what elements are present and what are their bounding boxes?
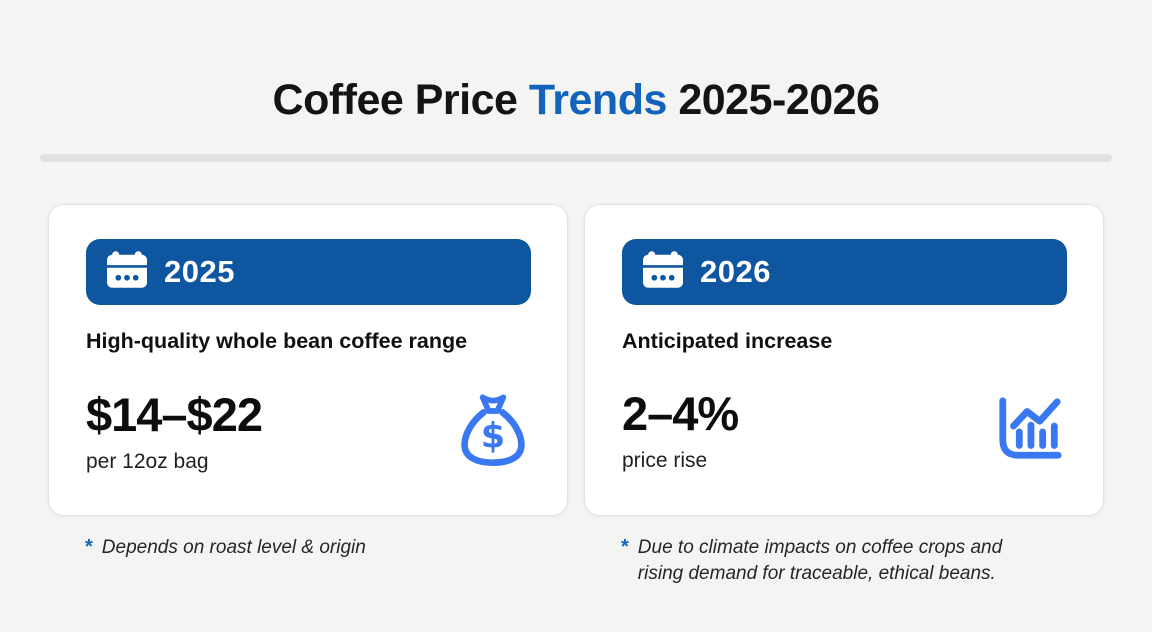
footnote-text: Due to climate impacts on coffee crops a… (637, 537, 1003, 585)
title-divider (40, 154, 1112, 163)
year-label: 2026 (700, 254, 771, 290)
stat-block: 2–4% price rise (622, 387, 739, 473)
calendar-icon (107, 251, 147, 293)
calendar-icon (643, 251, 683, 293)
money-bag-icon: $ (457, 390, 529, 474)
price-range-unit: per 12oz bag (86, 449, 209, 473)
title-accent: Trends (528, 75, 668, 124)
card-heading: High-quality whole bean coffee range (86, 329, 468, 354)
stat-block: $14–$22 per 12oz bag (86, 387, 263, 474)
card-2025: 2025 High-quality whole bean coffee rang… (48, 204, 568, 517)
footnote-2026: * Due to climate impacts on coffee crops… (584, 535, 1104, 587)
card-body: $14–$22 per 12oz bag $ (86, 390, 531, 474)
footnote-text: Depends on roast level & origin (101, 537, 366, 559)
card-body: 2–4% price rise (622, 390, 1067, 473)
cards-row: 2025 High-quality whole bean coffee rang… (48, 204, 1104, 517)
title-post: 2025-2026 (666, 75, 880, 124)
bar-chart-trend-icon (995, 394, 1065, 469)
page-title: Coffee Price Trends 2025-2026 (0, 29, 1152, 124)
footnote-2025: * Depends on roast level & origin (48, 535, 568, 587)
increase-value: 2–4% (622, 387, 739, 441)
card-2026: 2026 Anticipated increase 2–4% price ris… (584, 204, 1104, 517)
title-pre: Coffee Price (272, 75, 529, 124)
card-heading: Anticipated increase (622, 329, 833, 354)
svg-text:$: $ (481, 416, 505, 457)
year-label: 2025 (164, 254, 235, 290)
asterisk-marker: * (621, 536, 629, 559)
year-badge-2026: 2026 (622, 239, 1067, 306)
asterisk-marker: * (85, 536, 93, 559)
price-range-value: $14–$22 (86, 387, 263, 441)
increase-unit: price rise (622, 449, 708, 473)
year-badge-2025: 2025 (86, 239, 531, 306)
footnotes-row: * Depends on roast level & origin * Due … (48, 535, 1104, 587)
infographic-page: Coffee Price Trends 2025-2026 2025 (0, 29, 1152, 587)
